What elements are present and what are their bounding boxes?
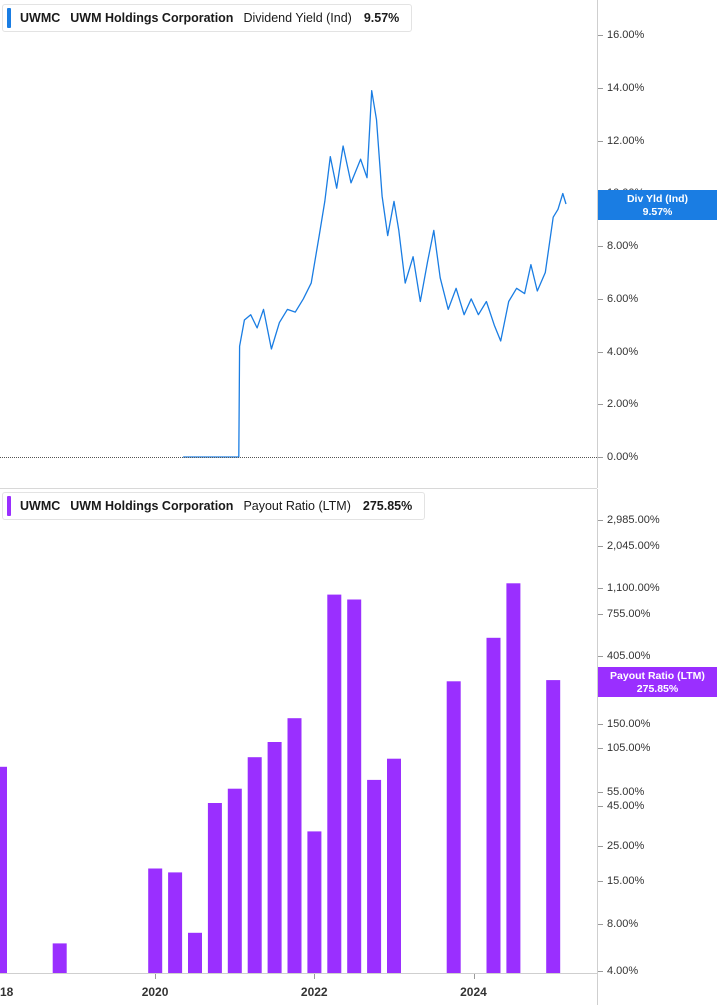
y-tick-mark	[598, 457, 603, 458]
legend-ticker: UWMC	[20, 11, 61, 25]
y-tick-mark	[598, 846, 603, 848]
x-tick-mark	[473, 974, 475, 979]
y-tick-label: 1,100.00%	[607, 582, 660, 595]
y-axis-line	[597, 0, 598, 488]
y-tick-label: 4.00%	[607, 345, 639, 358]
y-tick-label: 405.00%	[607, 650, 651, 663]
legend-value: 275.85%	[362, 499, 413, 513]
y-tick-label: 0.00%	[607, 451, 639, 463]
x-tick-label: 2024	[460, 985, 487, 999]
legend-ticker: UWMC	[20, 499, 61, 513]
y-tick-label: 45.00%	[607, 799, 645, 812]
y-tick-label: 2,985.00%	[607, 514, 660, 526]
y-tick-mark	[598, 88, 603, 90]
y-tick-mark	[598, 792, 603, 794]
dividend-yield-panel: UWMC UWM Holdings Corporation Dividend Y…	[0, 0, 717, 488]
legend-metric: Payout Ratio (LTM)	[243, 499, 351, 513]
legend-company: UWM Holdings Corporation	[70, 11, 234, 25]
y-tick-label: 150.00%	[607, 717, 651, 730]
y-tick-label: 6.00%	[607, 292, 639, 305]
series-color-swatch	[7, 496, 11, 516]
y-tick-mark	[598, 748, 603, 750]
y-tick-label: 15.00%	[607, 874, 645, 887]
x-tick-mark	[314, 974, 316, 979]
y-tick-mark	[598, 880, 603, 882]
y-tick-label: 4.00%	[607, 965, 639, 977]
y-tick-label: 14.00%	[607, 82, 645, 95]
y-tick-mark	[598, 351, 603, 353]
y-tick-mark	[598, 656, 603, 658]
y-tick-mark	[598, 404, 603, 406]
y-tick-mark	[598, 140, 603, 142]
x-tick-label: 18	[0, 985, 14, 999]
y-tick-label: 25.00%	[607, 840, 645, 853]
y-tick-mark	[598, 971, 603, 972]
payout-ratio-legend[interactable]: UWMC UWM Holdings Corporation Payout Rat…	[2, 492, 426, 520]
y-tick-label: 12.00%	[607, 134, 645, 147]
y-tick-label: 2.00%	[607, 398, 639, 411]
y-axis-line-bottom	[597, 489, 598, 1005]
payout-ratio-value-flag: Payout Ratio (LTM) 275.85%	[598, 667, 717, 697]
y-tick-mark	[598, 723, 603, 725]
y-tick-label: 755.00%	[607, 607, 651, 620]
legend-metric: Dividend Yield (Ind)	[243, 11, 352, 25]
y-tick-label: 2,045.00%	[607, 539, 660, 552]
zero-baseline	[0, 457, 597, 458]
payout-ratio-panel: UWMC UWM Holdings Corporation Payout Rat…	[0, 489, 717, 1005]
y-tick-label: 8.00%	[607, 240, 639, 253]
flag-label: Payout Ratio (LTM)	[610, 670, 705, 682]
flag-value: 275.85%	[636, 683, 679, 695]
flag-label: Div Yld (Ind)	[626, 193, 689, 205]
y-tick-mark	[598, 923, 603, 925]
x-axis-line	[0, 973, 597, 974]
legend-value: 9.57%	[363, 11, 400, 25]
y-tick-mark	[598, 545, 603, 547]
y-tick-mark	[598, 588, 603, 590]
y-tick-label: 105.00%	[607, 742, 651, 755]
y-tick-label: 16.00%	[607, 29, 645, 42]
y-tick-label: 55.00%	[607, 786, 645, 799]
dividend-yield-legend[interactable]: UWMC UWM Holdings Corporation Dividend Y…	[2, 4, 413, 32]
x-tick-mark	[155, 974, 157, 979]
x-tick-label: 2022	[300, 985, 328, 999]
dividend-yield-value-flag: Div Yld (Ind) 9.57%	[598, 190, 717, 220]
dividend-yield-line	[183, 90, 567, 458]
flag-value: 9.57%	[642, 206, 673, 218]
x-tick-label: 2020	[141, 985, 169, 999]
y-tick-mark	[598, 520, 603, 521]
panel-divider	[0, 488, 597, 489]
legend-company: UWM Holdings Corporation	[70, 499, 234, 513]
y-tick-mark	[598, 35, 603, 37]
y-tick-label: 8.00%	[607, 917, 639, 930]
y-tick-mark	[598, 298, 603, 300]
y-tick-mark	[598, 613, 603, 615]
y-tick-mark	[598, 246, 603, 248]
y-tick-mark	[598, 805, 603, 807]
series-color-swatch	[7, 8, 11, 28]
dividend-yield-plot	[183, 90, 567, 458]
